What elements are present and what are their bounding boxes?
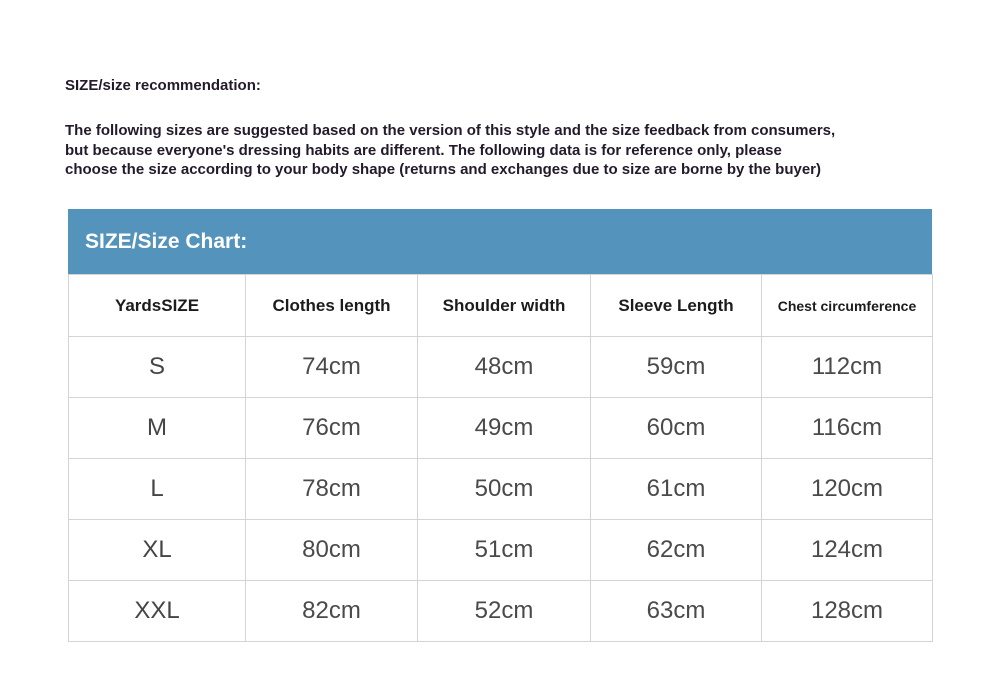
recommendation-line-2: but because everyone's dressing habits a… bbox=[65, 141, 782, 159]
column-header-size: YardsSIZE bbox=[68, 274, 246, 337]
table-row-xl: XL 80cm 51cm 62cm 124cm bbox=[68, 519, 933, 581]
sleeve-length-cell: 63cm bbox=[590, 580, 762, 642]
size-recommendation-paragraph: The following sizes are suggested based … bbox=[65, 121, 955, 180]
chest-circumference-cell: 124cm bbox=[761, 519, 933, 581]
chest-circumference-cell: 128cm bbox=[761, 580, 933, 642]
size-chart-title: SIZE/Size Chart: bbox=[85, 229, 248, 253]
sleeve-length-cell: 61cm bbox=[590, 458, 762, 520]
chest-circumference-cell: 120cm bbox=[761, 458, 933, 520]
table-row-s: S 74cm 48cm 59cm 112cm bbox=[68, 336, 933, 398]
size-cell: XL bbox=[68, 519, 246, 581]
size-cell: M bbox=[68, 397, 246, 459]
size-cell: S bbox=[68, 336, 246, 398]
shoulder-width-cell: 50cm bbox=[417, 458, 591, 520]
clothes-length-cell: 74cm bbox=[245, 336, 418, 398]
size-cell: L bbox=[68, 458, 246, 520]
sleeve-length-cell: 59cm bbox=[590, 336, 762, 398]
column-header-clothes-length: Clothes length bbox=[245, 274, 418, 337]
shoulder-width-cell: 51cm bbox=[417, 519, 591, 581]
shoulder-width-cell: 52cm bbox=[417, 580, 591, 642]
table-row-xxl: XXL 82cm 52cm 63cm 128cm bbox=[68, 580, 933, 642]
size-chart-banner: SIZE/Size Chart: bbox=[68, 209, 932, 274]
sleeve-length-cell: 62cm bbox=[590, 519, 762, 581]
column-header-shoulder-width: Shoulder width bbox=[417, 274, 591, 337]
clothes-length-cell: 82cm bbox=[245, 580, 418, 642]
recommendation-line-3: choose the size according to your body s… bbox=[65, 161, 822, 178]
chest-circumference-cell: 116cm bbox=[761, 397, 933, 459]
shoulder-width-cell: 49cm bbox=[417, 397, 591, 459]
size-table-header-row: YardsSIZE Clothes length Shoulder width … bbox=[68, 274, 933, 337]
clothes-length-cell: 80cm bbox=[245, 519, 418, 581]
sleeve-length-cell: 60cm bbox=[590, 397, 762, 459]
clothes-length-cell: 76cm bbox=[245, 397, 418, 459]
clothes-length-cell: 78cm bbox=[245, 458, 418, 520]
size-table: YardsSIZE Clothes length Shoulder width … bbox=[68, 274, 933, 642]
table-row-m: M 76cm 49cm 60cm 116cm bbox=[68, 397, 933, 459]
column-header-chest-circumference: Chest circumference bbox=[761, 274, 933, 337]
size-cell: XXL bbox=[68, 580, 246, 642]
shoulder-width-cell: 48cm bbox=[417, 336, 591, 398]
size-recommendation-heading: SIZE/size recommendation: bbox=[65, 77, 261, 94]
chest-circumference-cell: 112cm bbox=[761, 336, 933, 398]
recommendation-line-1: The following sizes are suggested based … bbox=[65, 122, 836, 139]
table-row-l: L 78cm 50cm 61cm 120cm bbox=[68, 458, 933, 520]
column-header-sleeve-length: Sleeve Length bbox=[590, 274, 762, 337]
